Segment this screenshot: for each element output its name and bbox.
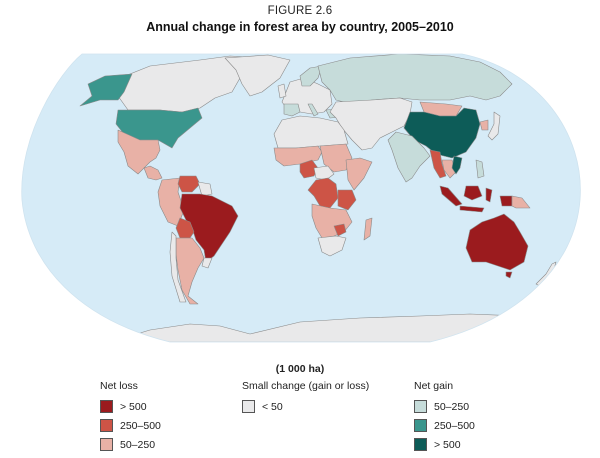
region-mexico bbox=[117, 129, 161, 175]
legend-small-change: Small change (gain or loss) < 50 bbox=[242, 380, 369, 416]
region-philippines bbox=[475, 159, 485, 179]
legend-heading: Net loss bbox=[100, 380, 138, 392]
region-north-africa bbox=[273, 115, 349, 149]
region-chile bbox=[169, 231, 187, 303]
region-italy bbox=[307, 103, 319, 117]
region-central-america bbox=[143, 165, 163, 181]
region-indonesia-sumatra bbox=[439, 185, 463, 207]
region-indonesia-papua bbox=[499, 195, 513, 207]
legend-item-label: > 500 bbox=[120, 400, 147, 413]
region-greenland bbox=[224, 54, 291, 97]
legend-swatch bbox=[100, 419, 113, 432]
legend-swatch bbox=[414, 419, 427, 432]
region-indonesia-borneo bbox=[463, 185, 483, 201]
region-nigeria bbox=[299, 159, 319, 179]
region-myanmar bbox=[429, 149, 447, 179]
legend-swatch bbox=[100, 438, 113, 451]
region-india bbox=[387, 131, 431, 183]
region-alaska bbox=[79, 73, 133, 107]
region-scandinavia bbox=[299, 65, 323, 87]
figure-label: FIGURE 2.6 bbox=[267, 5, 333, 17]
world-map bbox=[21, 53, 581, 343]
region-uk bbox=[277, 83, 287, 99]
region-indonesia-sulawesi bbox=[485, 187, 493, 203]
map-outline bbox=[21, 53, 581, 343]
region-south-africa bbox=[317, 235, 347, 257]
legend-item-label: 50–250 bbox=[434, 400, 470, 413]
region-madagascar bbox=[363, 217, 373, 241]
region-papua-new-guinea bbox=[511, 195, 531, 209]
region-japan bbox=[487, 111, 501, 141]
legend-swatch bbox=[414, 438, 427, 451]
region-uruguay bbox=[201, 257, 213, 269]
legend-heading: Net gain bbox=[414, 380, 454, 392]
region-australia bbox=[465, 213, 529, 271]
legend-item-label: 250–500 bbox=[434, 419, 475, 432]
legend-swatch bbox=[414, 400, 427, 413]
region-indonesia-java bbox=[459, 205, 485, 213]
region-spain bbox=[283, 103, 301, 117]
region-central-asia-middle-east bbox=[329, 97, 413, 151]
legend-swatch bbox=[100, 400, 113, 413]
legend-item: > 500 bbox=[100, 397, 161, 416]
region-paraguay-argentina bbox=[175, 237, 205, 305]
units-label: (1 000 ha) bbox=[275, 363, 325, 375]
legend-heading: Small change (gain or loss) bbox=[242, 380, 370, 392]
region-guianas bbox=[197, 181, 213, 197]
region-russia bbox=[317, 54, 513, 105]
region-north-korea bbox=[479, 119, 489, 131]
region-ethiopia-somalia bbox=[345, 157, 373, 191]
region-sudan bbox=[319, 143, 353, 173]
legend-item: 250–500 bbox=[414, 416, 475, 435]
region-viet-nam bbox=[451, 155, 463, 175]
legend-item-label: > 500 bbox=[434, 438, 461, 451]
legend-item: < 50 bbox=[242, 397, 369, 416]
legend-net-loss: Net loss > 500 250–500 50–250 bbox=[100, 380, 161, 454]
region-venezuela bbox=[177, 175, 201, 193]
region-central-africa bbox=[313, 165, 335, 181]
legend-item: 50–250 bbox=[100, 435, 161, 454]
region-tanzania-kenya bbox=[337, 189, 357, 211]
legend-item-label: 250–500 bbox=[120, 419, 161, 432]
region-tasmania bbox=[505, 271, 513, 279]
figure-title: Annual change in forest area by country,… bbox=[146, 20, 454, 34]
legend-net-gain: Net gain 50–250 250–500 > 500 bbox=[414, 380, 475, 454]
legend-item-label: 50–250 bbox=[120, 438, 156, 451]
legend-swatch bbox=[242, 400, 255, 413]
legend-item: > 500 bbox=[414, 435, 475, 454]
region-zimbabwe bbox=[333, 223, 347, 237]
legend-item: 250–500 bbox=[100, 416, 161, 435]
legend-item-label: < 50 bbox=[262, 400, 283, 413]
legend-item: 50–250 bbox=[414, 397, 475, 416]
